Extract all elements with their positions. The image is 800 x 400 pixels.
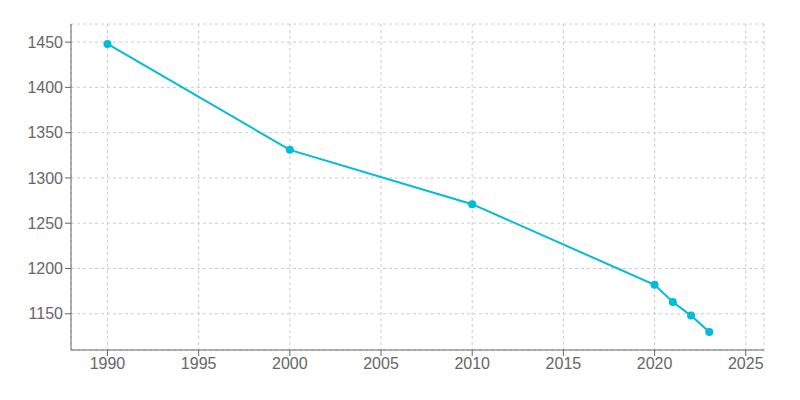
svg-text:2025: 2025	[728, 355, 764, 372]
svg-text:1200: 1200	[27, 260, 63, 277]
svg-text:1450: 1450	[27, 34, 63, 51]
svg-text:2020: 2020	[637, 355, 673, 372]
svg-text:2015: 2015	[546, 355, 582, 372]
svg-text:1990: 1990	[90, 355, 126, 372]
svg-text:2005: 2005	[363, 355, 399, 372]
svg-text:1995: 1995	[181, 355, 217, 372]
svg-text:1300: 1300	[27, 170, 63, 187]
svg-text:1400: 1400	[27, 79, 63, 96]
svg-text:2010: 2010	[454, 355, 490, 372]
svg-text:2000: 2000	[272, 355, 308, 372]
svg-text:1350: 1350	[27, 124, 63, 141]
svg-text:1150: 1150	[29, 305, 64, 322]
svg-text:1250: 1250	[27, 215, 63, 232]
